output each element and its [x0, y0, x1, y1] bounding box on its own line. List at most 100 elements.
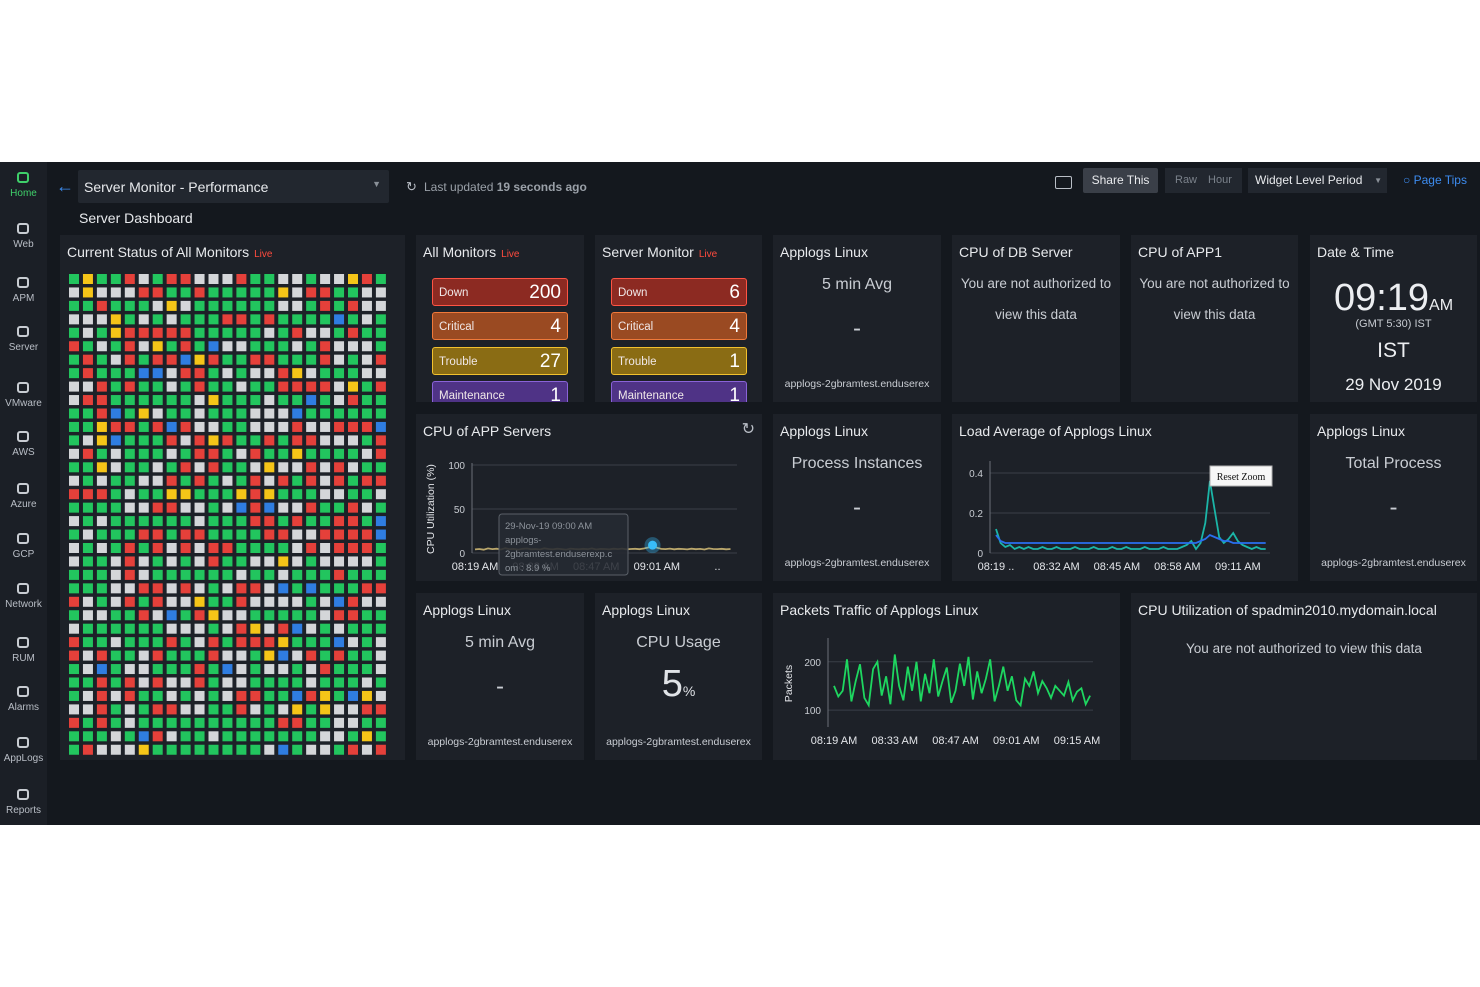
host: applogs-2gbramtest.enduserex	[784, 378, 930, 390]
widget-panel: Current Status of All Monitors Live	[60, 235, 405, 760]
caret: ▼	[372, 179, 381, 189]
status-counter[interactable]: Critical 4	[432, 312, 568, 341]
back-arrow[interactable]: ←	[56, 176, 74, 196]
message: You are not authorized to view this data	[1186, 641, 1422, 656]
nav-icon[interactable]	[17, 382, 29, 393]
nav-label[interactable]: GCP	[12, 549, 35, 560]
period-toggle[interactable]: Raw Hour	[1165, 168, 1242, 193]
status-counter[interactable]: Trouble 27	[432, 346, 568, 375]
nav-label[interactable]: VMware	[5, 398, 42, 409]
counter-label: Maintenance	[618, 389, 684, 402]
raw[interactable]: Raw	[1175, 174, 1198, 186]
clock: 09:19AM	[1310, 277, 1477, 320]
nav-icon[interactable]	[17, 326, 29, 337]
refresh-icon[interactable]: ↻	[741, 421, 755, 438]
nav-label[interactable]: APM	[12, 293, 35, 304]
title-text: Current Status of All Monitors	[67, 244, 250, 260]
zone: (GMT 5:30) IST	[1355, 318, 1432, 330]
counter-value: 1	[729, 384, 740, 402]
widget-title: CPU of DB Server	[959, 244, 1073, 260]
refresh-icon[interactable]: ↻	[406, 179, 417, 194]
dashboard-select[interactable]: Server Monitor - Performance ▼	[78, 170, 389, 203]
widget-title: Date & Time	[1317, 244, 1395, 260]
page-tips[interactable]: ○ Page Tips	[1403, 173, 1467, 187]
title-text: Server Monitor	[602, 244, 694, 260]
nav-icon[interactable]	[17, 789, 29, 800]
unit: %	[682, 683, 696, 699]
monitor-icon[interactable]	[1055, 176, 1072, 189]
nav-icon[interactable]	[17, 172, 29, 183]
metric-value: -	[853, 315, 861, 342]
nav-icon[interactable]	[17, 686, 29, 697]
period-select[interactable]: Widget Level Period ▼	[1248, 168, 1387, 193]
nav-label[interactable]: Azure	[10, 499, 37, 510]
widget-panel: All Monitors Live Down 200 Critical 4 Trouble 2…	[416, 235, 584, 402]
widget-title: Applogs Linux	[1317, 423, 1405, 439]
counter-label: Maintenance	[439, 389, 505, 402]
metric: 5 min Avg	[465, 634, 535, 651]
widget-title: Applogs Linux	[602, 602, 690, 618]
nav-label[interactable]: Home	[10, 188, 37, 199]
nav-label[interactable]: RUM	[12, 653, 35, 664]
widget-panel: Applogs Linux Total Process - applogs-2gbra…	[1310, 414, 1477, 581]
nav-icon[interactable]	[17, 583, 29, 594]
widget-title: Packets Traffic of Applogs Linux	[780, 602, 979, 618]
caret: ▼	[1374, 176, 1382, 185]
widget-panel: Packets Traffic of Applogs Linux	[773, 593, 1120, 760]
widget-title: Server Monitor Live	[602, 244, 717, 260]
nav-icon[interactable]	[17, 533, 29, 544]
nav-icon[interactable]	[17, 637, 29, 648]
message: You are not authorized to view this data	[960, 276, 1112, 322]
nav-icon[interactable]	[17, 431, 29, 442]
status-counter[interactable]: Maintenance 1	[611, 380, 747, 402]
nav-label[interactable]: Reports	[5, 805, 41, 816]
counter-label: Critical	[439, 321, 475, 334]
counter-value: 4	[550, 316, 561, 338]
status-counter[interactable]: Maintenance 1	[432, 380, 568, 402]
widget-panel: CPU of APP1 You are not authorized to vie…	[1131, 235, 1298, 402]
widget-panel: Date & Time 09:19AM (GMT 5:30) IST IST 2…	[1310, 235, 1477, 402]
counter-value: 1	[550, 384, 561, 402]
last-updated: Last updated 19 seconds ago	[424, 180, 587, 194]
hour[interactable]: Hour	[1208, 174, 1232, 186]
nav-label[interactable]: AppLogs	[3, 753, 44, 764]
page-tips-text[interactable]: Page Tips	[1413, 173, 1467, 187]
nav-label[interactable]: Alarms	[7, 702, 40, 713]
host: applogs-2gbramtest.enduserex	[784, 557, 930, 569]
status-counter[interactable]: Critical 4	[611, 312, 747, 341]
widget-title: Load Average of Applogs Linux	[959, 423, 1152, 439]
widget-panel: CPU of APP Servers ↻	[416, 414, 762, 581]
status-counter[interactable]: Down 6	[611, 278, 747, 306]
subtitle: Server Dashboard	[79, 210, 193, 226]
nav-label[interactable]: Web	[13, 239, 34, 250]
status-counter[interactable]: Trouble 1	[611, 346, 747, 375]
counter-label: Trouble	[618, 355, 657, 368]
nav-icon[interactable]	[17, 277, 29, 288]
widget-panel: Load Average of Applogs Linux	[952, 414, 1298, 581]
widget-panel: Applogs Linux 5 min Avg - applogs-2gbramtes…	[773, 235, 941, 402]
title-text: All Monitors	[423, 244, 497, 260]
date: 29 Nov 2019	[1345, 375, 1442, 394]
nav-label[interactable]: AWS	[12, 447, 35, 458]
counter-label: Critical	[618, 321, 654, 334]
select-text: Server Monitor - Performance	[84, 179, 269, 195]
message: You are not authorized to view this data	[1139, 276, 1290, 322]
nav-icon[interactable]	[17, 223, 29, 234]
host: applogs-2gbramtest.enduserex	[1321, 557, 1466, 569]
cpu-usage: 5%	[595, 663, 762, 706]
widget-title: Applogs Linux	[780, 423, 868, 439]
nav-icon[interactable]	[17, 483, 29, 494]
status-counter[interactable]: Down 200	[432, 278, 568, 306]
metric: 5 min Avg	[822, 276, 892, 293]
widget-panel: CPU of DB Server You are not authorized t…	[952, 235, 1120, 402]
nav-label[interactable]: Server	[8, 342, 39, 353]
nav-label[interactable]: Network	[5, 599, 42, 610]
counter-value: 6	[729, 282, 740, 303]
share-button[interactable]: Share This	[1083, 168, 1158, 193]
nav-icon[interactable]	[17, 737, 29, 748]
counter-value: 4	[729, 316, 740, 338]
period-select-text: Widget Level Period	[1255, 173, 1363, 187]
counter-value: 27	[539, 350, 561, 372]
widget-panel: Server Monitor Live Down 6 Critical 4 Trouble 1…	[595, 235, 762, 402]
